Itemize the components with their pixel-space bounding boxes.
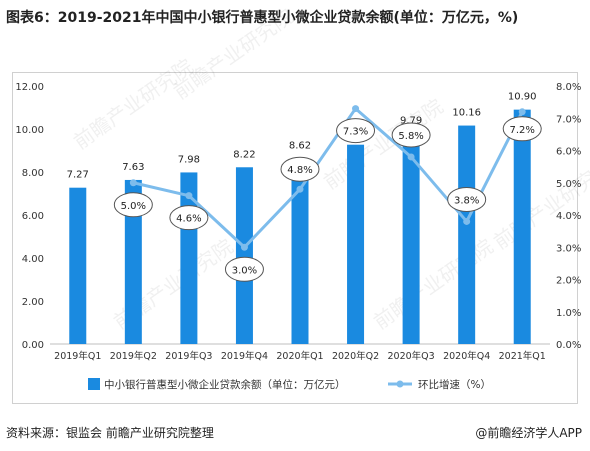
watermark-text: 前瞻产业研究院: [69, 54, 197, 154]
x-tick-label: 2019年Q1: [54, 350, 101, 362]
growth-point: [518, 108, 526, 116]
y-right-tick-label: 6.0%: [556, 147, 581, 158]
y-right-tick-label: 1.0%: [556, 308, 581, 319]
y-right-tick-label: 8.0%: [556, 82, 581, 93]
bar-value-label: 7.63: [122, 162, 144, 173]
x-tick-label: 2020年Q4: [443, 350, 490, 362]
legend-line-label: 环比增速（%）: [418, 378, 491, 391]
bar-8: [458, 125, 476, 344]
growth-value-label: 4.6%: [176, 214, 201, 225]
bar-5: [291, 158, 309, 344]
y-right-tick-label: 5.0%: [556, 179, 581, 190]
x-tick-label: 2019年Q2: [110, 350, 157, 362]
bar-9: [513, 109, 531, 345]
legend-bar-label: 中小银行普惠型小微企业贷款余额（单位：万亿元）: [104, 378, 346, 391]
y-left-tick-label: 12.00: [15, 82, 44, 93]
bar-7: [402, 133, 420, 344]
x-tick-label: 2020年Q3: [388, 350, 435, 362]
bar-6: [347, 144, 365, 344]
y-right-tick-label: 0.0%: [556, 340, 581, 351]
bar-value-label: 8.22: [233, 149, 255, 160]
growth-label-bubble: [280, 156, 320, 182]
y-left-tick-label: 6.00: [22, 211, 44, 222]
x-tick-label: 2021年Q1: [499, 350, 546, 362]
x-tick-label: 2019年Q4: [221, 350, 268, 362]
y-right-tick-label: 7.0%: [556, 114, 581, 125]
growth-value-label: 3.8%: [454, 195, 479, 206]
x-tick-label: 2020年Q2: [332, 350, 379, 362]
growth-label-bubble: [169, 205, 209, 231]
bar-value-label: 9.79: [400, 116, 422, 127]
growth-point: [296, 185, 304, 193]
y-left-tick-label: 4.00: [22, 254, 44, 265]
y-left-tick-label: 0.00: [22, 340, 44, 351]
y-right-tick-label: 2.0%: [556, 276, 581, 287]
growth-point: [240, 243, 248, 251]
x-tick-label: 2020年Q1: [276, 350, 323, 362]
growth-label-bubble: [391, 122, 431, 148]
bar-value-label: 7.98: [178, 154, 200, 165]
growth-line: [132, 107, 524, 249]
growth-label-bubble: [336, 118, 376, 144]
bar-1: [69, 187, 87, 344]
bar-4: [235, 167, 253, 344]
bar-value-label: 7.27: [67, 170, 89, 181]
y-left-tick-label: 8.00: [22, 168, 44, 179]
watermark-text: 前瞻产业研究院: [489, 154, 590, 254]
growth-point: [185, 192, 193, 200]
legend-line-marker: [396, 380, 404, 388]
growth-value-label: 7.3%: [343, 127, 368, 138]
growth-label-bubble: [447, 186, 487, 212]
y-left-tick-label: 2.00: [22, 297, 44, 308]
bar-value-label: 8.62: [289, 141, 311, 152]
legend-bar-swatch: [88, 378, 100, 390]
growth-point: [407, 153, 415, 161]
y-right-tick-label: 4.0%: [556, 211, 581, 222]
growth-value-label: 5.8%: [398, 131, 423, 142]
chart-frame: [12, 72, 578, 404]
growth-value-label: 4.8%: [287, 165, 312, 176]
y-right-tick-label: 3.0%: [556, 243, 581, 254]
source-note: 资料来源：银监会 前瞻产业研究院整理: [6, 426, 214, 440]
growth-label-bubble: [224, 256, 264, 282]
growth-label-bubble: [502, 116, 542, 142]
brand-credit: @前瞻经济学人APP: [475, 426, 582, 440]
bar-value-label: 10.16: [452, 108, 481, 119]
watermark-text: 前瞻产业研究院: [169, 4, 297, 104]
growth-label-bubble: [113, 192, 153, 218]
bar-value-label: 10.90: [508, 92, 537, 103]
growth-value-label: 7.2%: [510, 125, 535, 136]
growth-point: [463, 217, 471, 225]
x-tick-label: 2019年Q3: [165, 350, 212, 362]
growth-value-label: 5.0%: [121, 201, 146, 212]
chart-title: 图表6：2019-2021年中国中小银行普惠型小微企业贷款余额(单位：万亿元，%…: [6, 10, 519, 26]
growth-point: [129, 179, 137, 187]
y-left-tick-label: 10.00: [15, 125, 44, 136]
bar-2: [124, 179, 142, 344]
growth-point: [352, 105, 360, 113]
growth-value-label: 3.0%: [232, 265, 257, 276]
watermark-text: 前瞻产业研究院: [369, 234, 497, 334]
